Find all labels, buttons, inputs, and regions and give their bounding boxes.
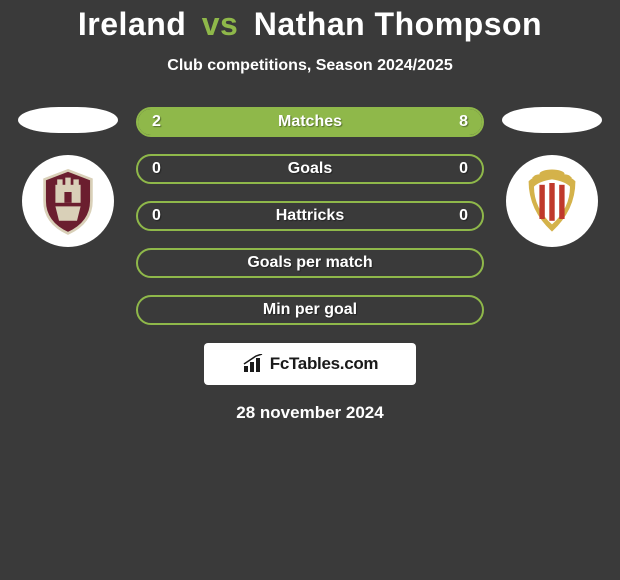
stat-right-value: 8: [459, 113, 468, 131]
bar-fill-left: [138, 109, 207, 135]
brand-badge[interactable]: FcTables.com: [204, 343, 416, 385]
right-side: [502, 107, 602, 247]
bar-chart-icon: [242, 354, 266, 374]
subtitle: Club competitions, Season 2024/2025: [167, 57, 452, 75]
stat-left-value: 2: [152, 113, 161, 131]
stat-bar-matches: 2 Matches 8: [136, 107, 484, 137]
stat-bar-goals: 0 Goals 0: [136, 154, 484, 184]
comparison-title: Ireland vs Nathan Thompson: [78, 6, 542, 43]
stat-right-value: 0: [459, 160, 468, 178]
stat-left-value: 0: [152, 207, 161, 225]
player2-name: Nathan Thompson: [254, 6, 542, 42]
stat-label: Min per goal: [263, 301, 357, 319]
stat-bars: 2 Matches 8 0 Goals 0 0 Hattricks 0 Goal…: [136, 107, 484, 325]
vs-separator: vs: [202, 6, 239, 42]
right-club-crest: [506, 155, 598, 247]
stat-label: Matches: [278, 113, 342, 131]
right-oval-placeholder: [502, 107, 602, 133]
player1-name: Ireland: [78, 6, 186, 42]
stat-bar-goals-per-match: Goals per match: [136, 248, 484, 278]
stat-bar-hattricks: 0 Hattricks 0: [136, 201, 484, 231]
shield-icon: [32, 165, 104, 237]
stat-bar-min-per-goal: Min per goal: [136, 295, 484, 325]
stat-label: Hattricks: [276, 207, 344, 225]
left-club-crest: [22, 155, 114, 247]
left-oval-placeholder: [18, 107, 118, 133]
comparison-panel: 2 Matches 8 0 Goals 0 0 Hattricks 0 Goal…: [10, 107, 610, 325]
stat-label: Goals: [288, 160, 332, 178]
bar-fill-right: [207, 109, 482, 135]
left-side: [18, 107, 118, 247]
brand-text: FcTables.com: [270, 354, 379, 374]
stat-label: Goals per match: [247, 254, 372, 272]
snapshot-date: 28 november 2024: [236, 403, 383, 423]
stat-left-value: 0: [152, 160, 161, 178]
stat-right-value: 0: [459, 207, 468, 225]
crest-icon: [516, 165, 588, 237]
